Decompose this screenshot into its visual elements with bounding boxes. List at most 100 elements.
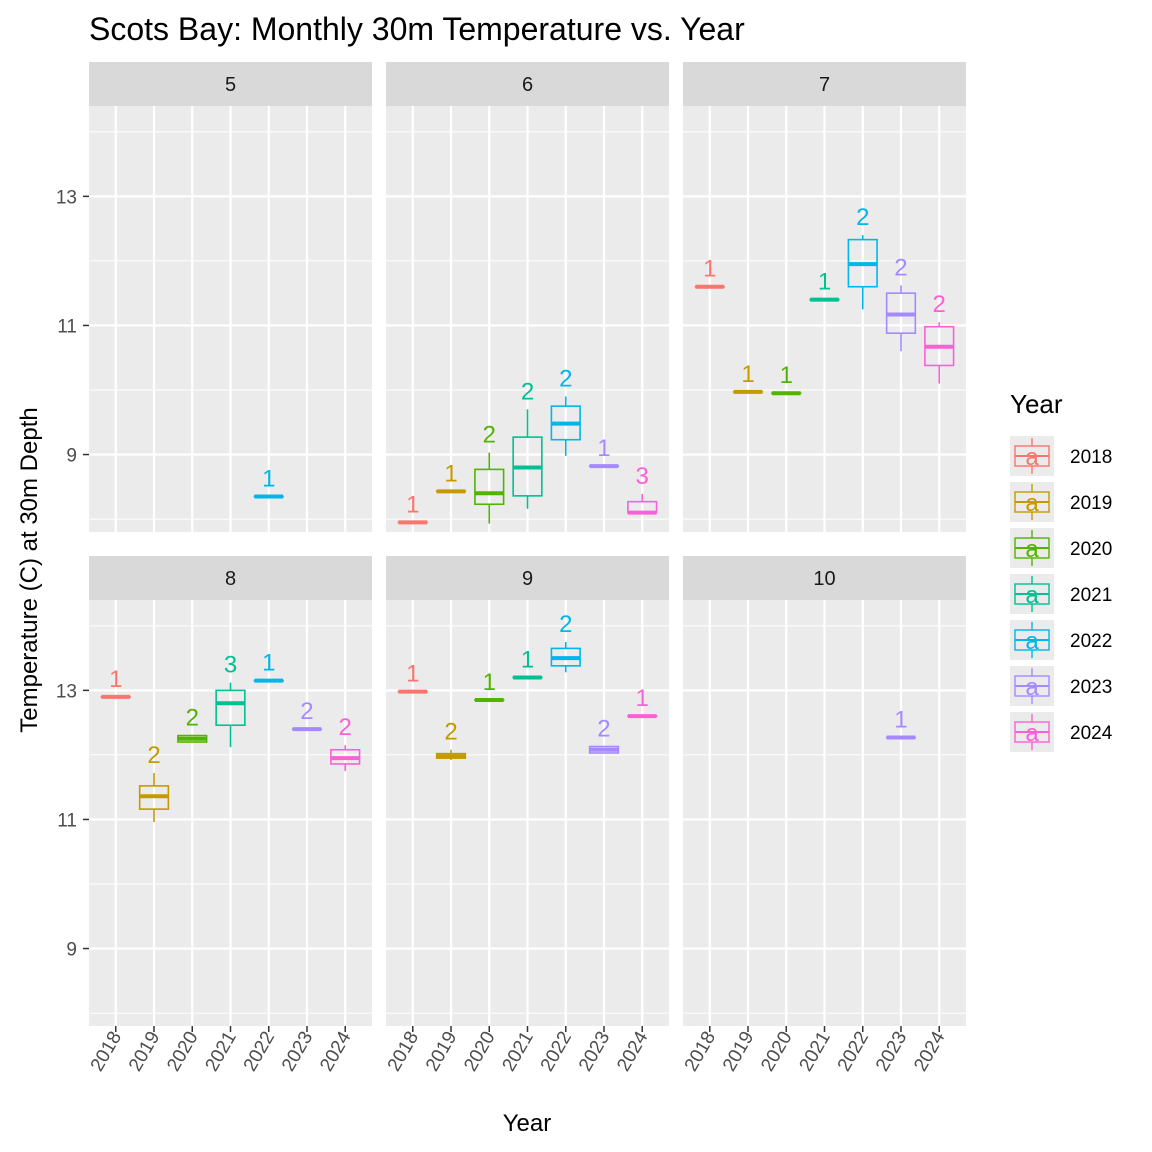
box-2018: 1 xyxy=(694,256,725,289)
y-tick-label: 11 xyxy=(57,316,77,337)
legend-key-glyph: a xyxy=(1025,720,1039,747)
box-2020: 2 xyxy=(474,422,505,524)
box-2020: 1 xyxy=(771,362,802,396)
count-label: 2 xyxy=(521,378,534,405)
legend-key-2024: a 2024 xyxy=(1010,712,1113,752)
count-label: 1 xyxy=(483,669,496,696)
x-tick-label: 2019 xyxy=(422,1028,461,1075)
legend-key-2022: a 2022 xyxy=(1010,620,1112,660)
x-tick-label: 2024 xyxy=(910,1028,950,1075)
legend-key-glyph: a xyxy=(1025,444,1039,471)
count-label: 2 xyxy=(147,742,160,769)
legend-key-2019: a 2019 xyxy=(1010,482,1112,522)
count-label: 1 xyxy=(406,491,419,518)
x-tick-label: 2020 xyxy=(163,1028,202,1075)
x-tick-label: 2018 xyxy=(384,1028,423,1075)
box-2022: 2 xyxy=(550,611,581,673)
box-2023: 1 xyxy=(588,435,620,469)
box-2018: 1 xyxy=(397,491,428,525)
box-2023: 2 xyxy=(291,698,323,732)
y-tick-label: 11 xyxy=(57,810,77,831)
legend-key-2018: a 2018 xyxy=(1010,436,1112,476)
facet-panel-5: 5 9 11 13 1 xyxy=(56,62,372,532)
legend: Year a 2018 a 2019 a 2020 a 2021 a 2022 a 2023 a 2024 xyxy=(1010,389,1113,752)
legend-key-glyph: a xyxy=(1025,674,1039,701)
legend-key-2021: a 2021 xyxy=(1010,574,1112,614)
facet-strip-label: 10 xyxy=(813,568,835,590)
facet-strip-label: 8 xyxy=(225,568,236,590)
box-2022: 2 xyxy=(847,204,878,310)
count-label: 2 xyxy=(444,719,457,746)
x-tick-label: 2021 xyxy=(796,1028,835,1075)
count-label: 1 xyxy=(741,361,754,388)
x-tick-label: 2023 xyxy=(872,1028,911,1075)
count-label: 2 xyxy=(894,254,907,281)
count-label: 1 xyxy=(597,435,610,462)
count-label: 2 xyxy=(933,291,946,318)
box-2024: 1 xyxy=(627,685,658,719)
x-tick-label: 2021 xyxy=(202,1028,241,1075)
legend-label: 2022 xyxy=(1070,631,1112,652)
facet-strip-label: 7 xyxy=(819,74,830,96)
legend-key-2023: a 2023 xyxy=(1010,666,1112,706)
legend-label: 2020 xyxy=(1070,539,1112,560)
box-2019: 2 xyxy=(138,742,170,823)
x-tick-label: 2022 xyxy=(834,1028,873,1075)
x-tick-label: 2019 xyxy=(125,1028,164,1075)
x-tick-label: 2024 xyxy=(613,1028,653,1075)
count-label: 1 xyxy=(636,685,649,712)
count-label: 2 xyxy=(186,705,199,732)
box-2022: 1 xyxy=(253,466,284,499)
legend-key-glyph: a xyxy=(1025,628,1039,655)
count-label: 1 xyxy=(109,666,122,693)
facet-strip xyxy=(683,556,966,600)
box-2024: 2 xyxy=(330,714,361,772)
count-label: 1 xyxy=(894,706,907,733)
box-2024: 3 xyxy=(627,463,658,515)
legend-label: 2024 xyxy=(1070,723,1113,744)
box-2021: 1 xyxy=(512,646,543,680)
box-2021: 3 xyxy=(215,652,246,748)
box-2022: 2 xyxy=(550,365,581,456)
box-2021: 2 xyxy=(512,378,543,509)
facet-strip xyxy=(89,62,372,106)
x-tick-label: 2024 xyxy=(316,1028,356,1075)
box-body xyxy=(474,468,505,506)
facet-strip-label: 5 xyxy=(225,74,236,96)
legend-label: 2021 xyxy=(1070,585,1112,606)
count-label: 2 xyxy=(300,698,313,725)
x-tick-label: 2018 xyxy=(87,1028,126,1075)
box-2024: 2 xyxy=(924,291,955,384)
facet-strip-label: 6 xyxy=(522,74,533,96)
count-label: 2 xyxy=(339,714,352,741)
count-label: 3 xyxy=(636,463,649,490)
box-2019: 2 xyxy=(435,719,467,761)
x-tick-label: 2022 xyxy=(240,1028,279,1075)
legend-label: 2018 xyxy=(1070,447,1112,468)
legend-key-glyph: a xyxy=(1025,490,1039,517)
count-label: 1 xyxy=(521,646,534,673)
box-2020: 2 xyxy=(177,705,208,743)
x-tick-label: 2023 xyxy=(278,1028,317,1075)
box-2023: 2 xyxy=(588,716,620,754)
count-label: 2 xyxy=(856,204,869,231)
count-label: 1 xyxy=(262,466,275,493)
box-2018: 1 xyxy=(100,666,131,699)
count-label: 2 xyxy=(483,422,496,449)
facet-strip xyxy=(89,556,372,600)
box-2023: 1 xyxy=(885,706,917,740)
legend-key-glyph: a xyxy=(1025,582,1039,609)
facet-strip xyxy=(386,62,669,106)
chart-title: Scots Bay: Monthly 30m Temperature vs. Y… xyxy=(89,11,745,47)
legend-label: 2019 xyxy=(1070,493,1112,514)
count-label: 2 xyxy=(597,716,610,743)
box-2022: 1 xyxy=(253,650,284,683)
x-tick-label: 2019 xyxy=(719,1028,758,1075)
box-2019: 1 xyxy=(435,460,467,494)
